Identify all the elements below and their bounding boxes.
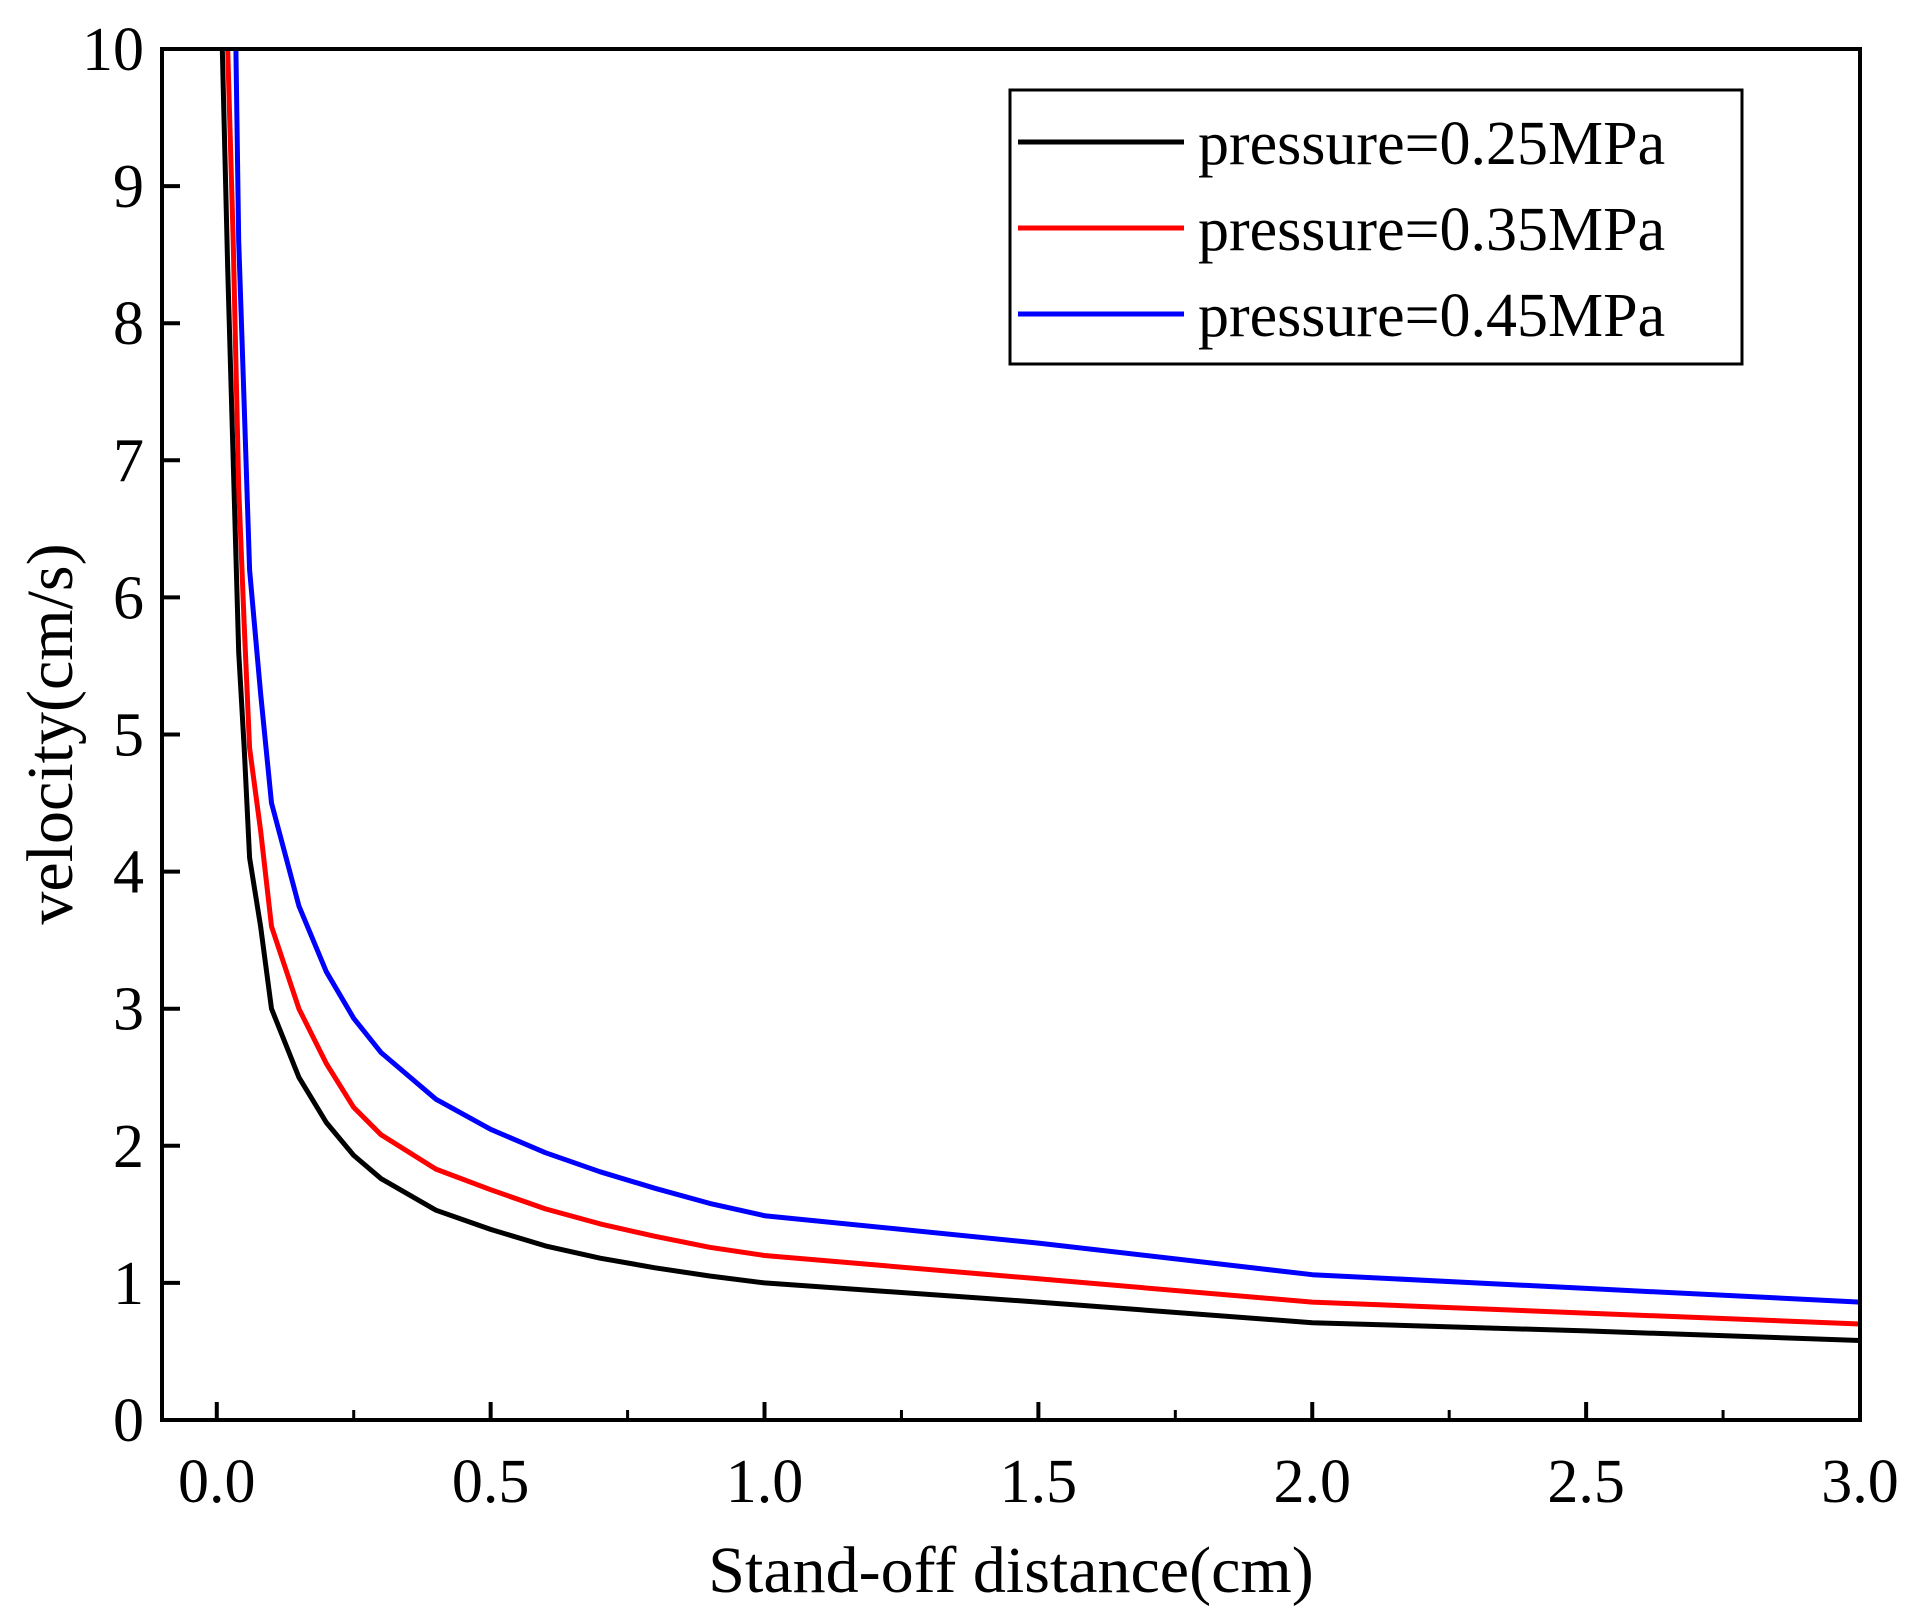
series-line-0 bbox=[219, 49, 1860, 1343]
y-tick-label: 1 bbox=[113, 1250, 144, 1318]
y-axis-ticks: 0 1 2 3 4 5 6 7 8 9 10 bbox=[82, 16, 180, 1455]
legend-label-2: pressure=0.45MPa bbox=[1198, 282, 1665, 350]
series-layer bbox=[219, 49, 1860, 1343]
y-tick-label: 8 bbox=[113, 290, 144, 358]
y-axis-title: velocity(cm/s) bbox=[14, 543, 87, 924]
x-tick-label: 1.0 bbox=[726, 1448, 804, 1516]
legend-label-0: pressure=0.25MPa bbox=[1198, 110, 1665, 178]
series-line-2 bbox=[233, 49, 1860, 1305]
x-axis-title: Stand-off distance(cm) bbox=[708, 1534, 1313, 1607]
y-tick-label: 10 bbox=[82, 16, 144, 84]
series-line-1 bbox=[225, 49, 1860, 1327]
y-tick-label: 9 bbox=[113, 153, 144, 221]
y-tick-label: 5 bbox=[113, 702, 144, 770]
x-axis-ticks: 0.0 0.5 1.0 1.5 2.0 2.5 3.0 bbox=[178, 1402, 1899, 1516]
legend-label-1: pressure=0.35MPa bbox=[1198, 196, 1665, 264]
x-tick-label: 0.5 bbox=[452, 1448, 530, 1516]
y-tick-label: 0 bbox=[113, 1387, 144, 1455]
x-tick-label: 3.0 bbox=[1821, 1448, 1899, 1516]
y-tick-label: 3 bbox=[113, 976, 144, 1044]
x-tick-label: 2.0 bbox=[1274, 1448, 1352, 1516]
y-tick-label: 7 bbox=[113, 427, 144, 495]
legend: pressure=0.25MPa pressure=0.35MPa pressu… bbox=[1008, 88, 1744, 366]
y-tick-label: 4 bbox=[113, 839, 144, 907]
x-tick-label: 0.0 bbox=[178, 1448, 256, 1516]
y-tick-label: 2 bbox=[113, 1113, 144, 1181]
x-tick-label: 2.5 bbox=[1547, 1448, 1625, 1516]
x-tick-label: 1.5 bbox=[1000, 1448, 1078, 1516]
y-tick-label: 6 bbox=[113, 564, 144, 632]
